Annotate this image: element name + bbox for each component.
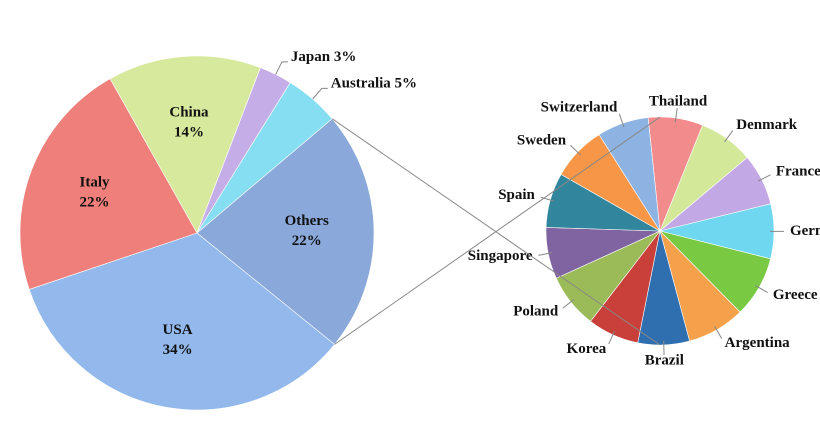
pie-slice (109, 55, 261, 234)
category-label: USA (163, 322, 193, 338)
leader-line (714, 326, 723, 339)
pie-slice (196, 118, 375, 345)
category-label: Italy (80, 175, 111, 191)
value-label: 34% (163, 342, 193, 358)
leader-line (312, 87, 328, 100)
value-label: 5% (395, 76, 418, 92)
leader-line (540, 196, 555, 202)
slice-label: Others 22% (285, 213, 329, 249)
slice-label: Sweden (517, 133, 567, 149)
slice-label: Poland (513, 303, 559, 319)
category-label: Japan (291, 49, 331, 65)
leader-line (608, 330, 615, 345)
category-label: China (169, 105, 209, 121)
leader-line (618, 113, 625, 128)
category-label: Australia (331, 76, 392, 92)
pie-slice (19, 78, 198, 290)
leader-line (562, 299, 575, 309)
category-label: Others (285, 213, 329, 229)
slice-label: Denmark (736, 117, 797, 133)
value-label: 14% (174, 125, 204, 141)
slice-label: Switzerland (541, 100, 618, 116)
leader-line (755, 285, 768, 293)
value-label: 3% (334, 49, 357, 65)
leader-line (275, 61, 288, 75)
value-label: 22% (80, 195, 110, 211)
leader-line (570, 144, 581, 156)
slice-label: Australia 5% (331, 76, 417, 92)
slice-label: Greece (773, 287, 818, 303)
leader-line (674, 108, 678, 123)
slice-label: Spain (498, 187, 535, 203)
slice-label: Thailand (649, 94, 708, 110)
slice-label: Japan 3% (291, 49, 356, 65)
slice-label: Italy 22% (80, 175, 111, 211)
slice-label: China 14% (169, 105, 209, 141)
leader-line (724, 130, 734, 143)
connector-line (334, 116, 661, 345)
leader-line (538, 252, 553, 256)
slice-label: Singapore (468, 248, 533, 264)
slice-label: France (776, 164, 820, 180)
slice-label: Korea (567, 341, 607, 357)
slice-label: Germany (790, 223, 820, 239)
leader-line (757, 174, 771, 182)
slice-label: Brazil (645, 352, 684, 368)
slice-label: Argentina (725, 335, 790, 351)
slice-label: USA 34% (163, 322, 193, 358)
pie-slice (28, 232, 335, 411)
value-label: 22% (292, 233, 322, 249)
